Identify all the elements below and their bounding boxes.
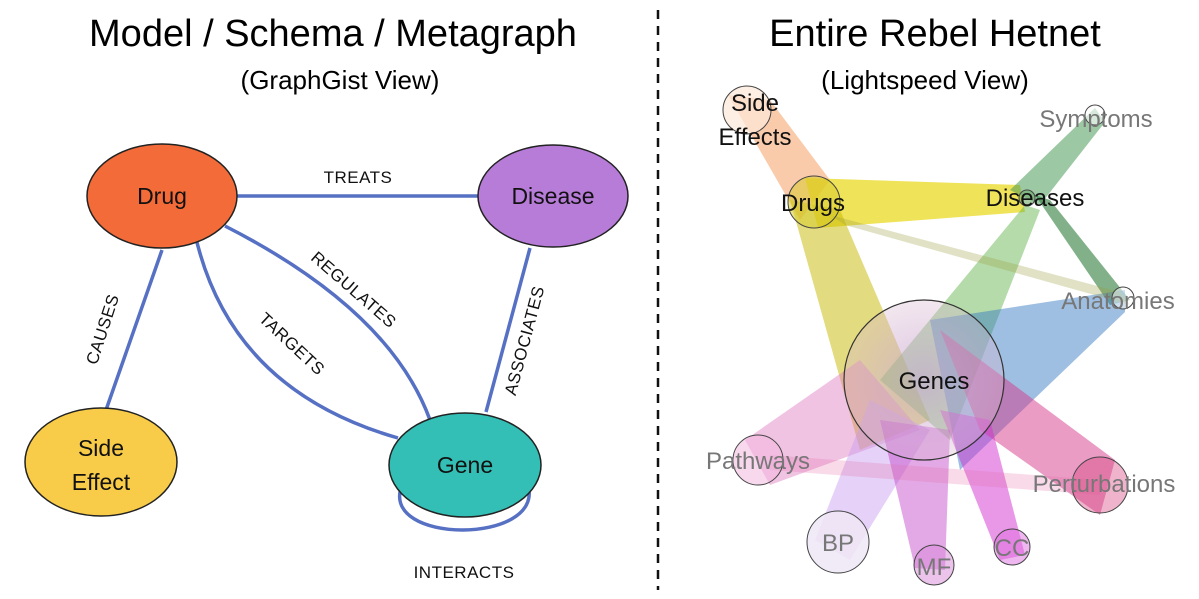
node-disease: Disease xyxy=(477,144,629,248)
metagraph-edges xyxy=(104,194,532,532)
hetnet-label-drugs: Drugs xyxy=(781,190,845,217)
node-side-effect: Side Effect xyxy=(24,407,178,517)
right-title: Entire Rebel Hetnet xyxy=(769,13,1101,55)
edge-bundle-pathways-perturbations xyxy=(770,455,1100,495)
edge-label-targets: TARGETS xyxy=(255,309,328,379)
hetnet-label-anatomies: Anatomies xyxy=(1061,288,1174,315)
right-subtitle: (Lightspeed View) xyxy=(821,65,1029,95)
hetnet-node-perturbations xyxy=(1071,456,1129,514)
edge-causes xyxy=(104,249,164,411)
edge-label-regulates: REGULATES xyxy=(307,248,400,332)
hetnet-node-anatomies xyxy=(1111,286,1135,310)
node-side-effect-label-line1: Side xyxy=(78,435,124,461)
hetnet-node-symptoms xyxy=(1084,104,1106,126)
edge-bundle-drugs-anatomies xyxy=(830,215,1130,305)
edge-regulates xyxy=(224,224,432,421)
edge-bundle-drugs-diseases xyxy=(805,178,1025,228)
hetnet-label-pathways: Pathways xyxy=(706,448,810,475)
hetnet-label-side-effects-line1: Side xyxy=(731,90,779,117)
hetnet-label-side-effects-line2: Effects xyxy=(719,124,792,151)
node-gene: Gene xyxy=(388,412,542,518)
left-title: Model / Schema / Metagraph xyxy=(89,13,577,55)
left-subtitle: (GraphGist View) xyxy=(241,65,440,95)
edge-bundle-diseases-symptoms xyxy=(1010,108,1105,205)
hetnet-label-genes: Genes xyxy=(899,368,970,395)
node-gene-label: Gene xyxy=(437,452,493,478)
node-disease-label: Disease xyxy=(511,183,594,209)
hetnet-node-genes xyxy=(843,299,1005,461)
hetnet-node-cc xyxy=(993,528,1031,566)
hetnet-node-drugs xyxy=(787,175,841,229)
hetnet-node-diseases xyxy=(1018,189,1036,207)
edge-label-associates: ASSOCIATES xyxy=(501,284,548,397)
node-drug: Drug xyxy=(86,143,238,249)
edge-interacts xyxy=(397,484,531,532)
hetnet-label-bp: BP xyxy=(822,530,854,557)
hetnet-node-mf xyxy=(913,544,955,586)
hetnet-label-symptoms: Symptoms xyxy=(1039,106,1152,133)
hetnet-label-diseases: Diseases xyxy=(986,185,1085,212)
edge-targets xyxy=(193,233,399,440)
hetnet-label-cc: CC xyxy=(995,535,1030,562)
edge-label-causes: CAUSES xyxy=(82,292,123,367)
node-drug-label: Drug xyxy=(137,183,187,209)
edge-label-treats: TREATS xyxy=(324,168,393,187)
hetnet-node-pathways xyxy=(732,434,784,486)
hetnet-label-mf: MF xyxy=(917,554,952,581)
hetnet-node-side-effects xyxy=(722,85,772,135)
edge-associates xyxy=(484,247,532,413)
hetnet-node-bp xyxy=(806,510,870,574)
node-side-effect-label-line2: Effect xyxy=(72,469,131,495)
hetnet-nodes xyxy=(722,85,1135,586)
edge-label-interacts: INTERACTS xyxy=(414,563,515,582)
edge-bundle-diseases-anatomies xyxy=(1035,195,1130,305)
hetnet-label-perturbations: Perturbations xyxy=(1033,471,1176,498)
